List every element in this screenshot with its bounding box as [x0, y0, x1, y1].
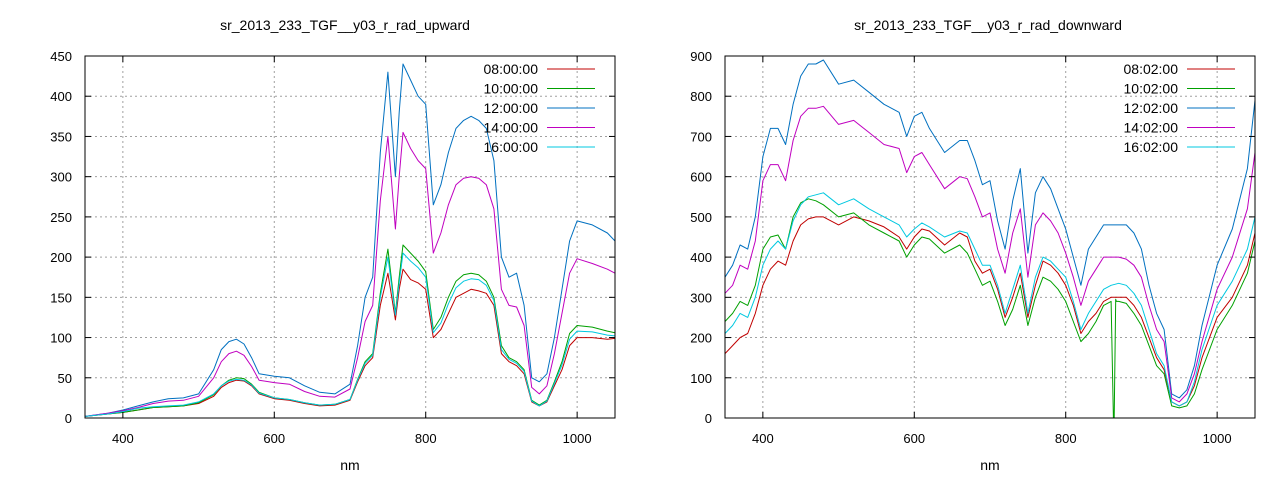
y-tick-label: 450	[50, 49, 72, 64]
y-tick-label: 300	[50, 170, 72, 185]
series-line-16:02:00	[725, 192, 1255, 407]
x-axis-label: nm	[340, 457, 359, 473]
x-axis-label: nm	[980, 457, 999, 473]
legend-label: 08:00:00	[484, 61, 539, 77]
series-line-12:02:00	[725, 59, 1255, 399]
y-tick-label: 500	[690, 210, 712, 225]
x-tick-label: 400	[752, 431, 774, 446]
y-tick-label: 0	[705, 411, 712, 426]
y-tick-label: 50	[58, 371, 72, 386]
series-line-12:00:00	[85, 63, 615, 417]
y-tick-label: 250	[50, 210, 72, 225]
y-tick-label: 0	[65, 411, 72, 426]
x-tick-label: 1000	[1203, 431, 1232, 446]
y-tick-label: 100	[690, 371, 712, 386]
legend: 08:02:00 10:02:00 12:02:00 14:02:00 16:02:00	[1124, 61, 1235, 155]
chart-title: sr_2013_233_TGF__y03_r_rad_upward	[220, 17, 470, 33]
series-line-10:02:00	[725, 198, 1255, 418]
y-tick-label: 900	[690, 49, 712, 64]
chart-0: 400 600 800 1000 0 50 100 150 200 250 300 350 400 450…	[50, 17, 616, 473]
legend-label: 08:02:00	[1124, 61, 1179, 77]
y-tick-label: 100	[50, 331, 72, 346]
x-tick-label: 1000	[563, 431, 592, 446]
y-tick-label: 150	[50, 290, 72, 305]
legend-label: 14:00:00	[484, 120, 539, 136]
legend: 08:00:00 10:00:00 12:00:00 14:00:00 16:00:00	[484, 61, 595, 155]
y-tick-label: 700	[690, 129, 712, 144]
x-tick-label: 800	[415, 431, 437, 446]
x-tick-label: 800	[1055, 431, 1077, 446]
chart-title: sr_2013_233_TGF__y03_r_rad_downward	[854, 17, 1122, 33]
plot-frame	[84, 55, 616, 419]
y-tick-label: 300	[690, 290, 712, 305]
legend-label: 10:00:00	[484, 81, 539, 97]
legend-label: 14:02:00	[1124, 120, 1179, 136]
legend-label: 16:02:00	[1124, 139, 1179, 155]
x-tick-label: 600	[903, 431, 925, 446]
series-line-14:02:00	[725, 105, 1255, 403]
chart-1: 400 600 800 1000 0 100 200 300 400 500 600 700 800 90…	[690, 17, 1256, 473]
legend-label: 12:00:00	[484, 100, 539, 116]
series-group	[725, 59, 1255, 418]
series-line-08:00:00	[85, 268, 615, 417]
series-line-16:00:00	[85, 252, 615, 417]
legend-label: 16:00:00	[484, 139, 539, 155]
legend-label: 12:02:00	[1124, 100, 1179, 116]
x-tick-label: 400	[112, 431, 134, 446]
y-tick-label: 400	[50, 89, 72, 104]
y-tick-label: 800	[690, 89, 712, 104]
series-group	[85, 63, 615, 417]
y-tick-label: 200	[690, 331, 712, 346]
series-line-08:02:00	[725, 216, 1255, 407]
plot-frame	[724, 55, 1256, 419]
series-line-14:00:00	[85, 131, 615, 417]
y-tick-label: 200	[50, 250, 72, 265]
legend-label: 10:02:00	[1124, 81, 1179, 97]
x-tick-label: 600	[263, 431, 285, 446]
y-tick-label: 600	[690, 170, 712, 185]
y-tick-label: 350	[50, 129, 72, 144]
y-tick-label: 400	[690, 250, 712, 265]
